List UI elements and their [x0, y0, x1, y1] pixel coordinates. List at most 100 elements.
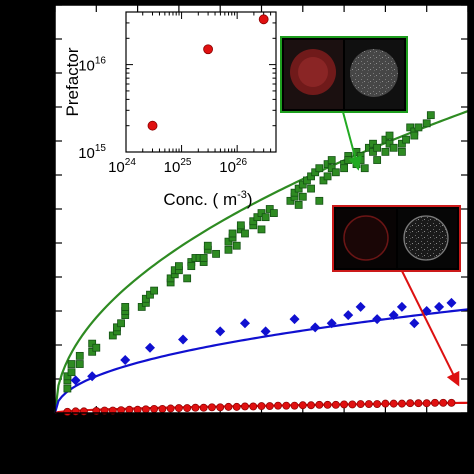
inset-x-label: Conc. ( m-3) — [163, 189, 252, 209]
green-square-point — [199, 254, 208, 262]
green-square-point — [398, 139, 406, 148]
green-square-point — [67, 360, 76, 368]
green-square-point — [290, 188, 299, 197]
green-square-point — [406, 123, 415, 132]
red-circle-point — [340, 400, 349, 409]
micrograph-red-disc-core — [298, 57, 328, 87]
blue-diamond-point — [446, 297, 457, 308]
green-square-point — [340, 164, 349, 173]
green-square-point — [398, 147, 406, 156]
green-square-point — [315, 196, 324, 205]
blue-diamond-point — [87, 371, 98, 382]
red-circle-point — [257, 402, 266, 411]
red-circle-point — [63, 407, 72, 416]
red-circle-point — [282, 401, 291, 410]
micrograph-gray-disc — [350, 49, 398, 97]
green-square-point — [63, 372, 72, 381]
green-square-point — [381, 147, 390, 156]
micrograph-speckle-disc — [403, 215, 449, 261]
red-circle-point — [364, 400, 373, 408]
inset-x-label-prefix: Conc. ( m — [163, 190, 237, 209]
blue-diamond-point — [355, 301, 366, 312]
green-square-point — [373, 156, 382, 164]
green-square-point — [373, 143, 382, 152]
green-square-point — [121, 303, 130, 311]
red-circle-point — [406, 399, 415, 408]
green-square-point — [88, 347, 97, 356]
blue-diamond-point — [178, 334, 189, 345]
arrow-green — [342, 111, 362, 171]
arrow-red — [401, 270, 460, 387]
green-square-point — [269, 209, 278, 217]
red-circle-point — [381, 399, 390, 408]
red-circle-point — [158, 404, 167, 413]
red-circle-point — [216, 403, 225, 412]
green-square-point — [422, 119, 431, 128]
green-square-point — [212, 249, 220, 258]
red-circle-point — [141, 405, 150, 414]
micrograph-panel-red — [332, 205, 461, 272]
green-square-point — [402, 135, 410, 144]
inset-axis-ticks: 1024 1025 1026 1015 1016 — [78, 11, 277, 176]
green-square-point — [298, 192, 307, 201]
green-square-point — [369, 139, 377, 148]
green-square-point — [369, 147, 377, 156]
green-square-point — [381, 135, 390, 144]
green-square-point — [224, 245, 233, 254]
red-circle-point — [348, 400, 357, 409]
green-square-point — [360, 164, 369, 173]
inset-y-tick-label: 1015 — [78, 143, 106, 162]
green-square-point — [224, 237, 233, 246]
green-square-point — [389, 143, 398, 152]
green-square-point — [137, 303, 146, 311]
green-square-point — [298, 180, 307, 189]
green-square-point — [261, 213, 270, 222]
red-circle-point — [397, 399, 406, 408]
red-circle-point — [431, 398, 439, 407]
green-square-point — [307, 184, 315, 193]
blue-diamond-point — [289, 314, 300, 325]
green-square-point — [265, 205, 274, 213]
inset-x-label-suffix: ) — [247, 190, 253, 209]
red-circle-point — [331, 400, 340, 409]
green-square-point — [426, 111, 435, 120]
green-square-point — [319, 176, 328, 185]
blue-diamond-point — [215, 326, 226, 337]
red-circle-point — [191, 403, 200, 412]
inset-point — [258, 14, 269, 25]
red-circle-point — [422, 399, 431, 408]
red-circle-point — [447, 398, 456, 407]
green-square-point — [356, 156, 365, 164]
inset-point — [147, 120, 158, 131]
green-square-point — [331, 168, 340, 177]
blue-diamond-point — [70, 375, 81, 386]
green-square-point — [253, 213, 262, 222]
green-square-point — [203, 241, 212, 250]
blue-diamond-point — [144, 342, 155, 353]
inset-x-tick-label: 1026 — [219, 157, 247, 176]
green-square-point — [183, 274, 192, 283]
red-circle-point — [290, 401, 299, 410]
green-square-point — [364, 143, 373, 152]
red-circle-point — [79, 407, 88, 416]
green-square-point — [286, 196, 295, 205]
main-plot-frame — [54, 4, 469, 414]
red-circle-point — [249, 402, 258, 411]
green-square-point — [236, 221, 245, 230]
green-square-point — [141, 294, 150, 303]
red-circle-point — [414, 399, 423, 408]
green-square-point — [323, 172, 332, 181]
inset-plot-area — [125, 11, 277, 153]
red-circle-point — [224, 402, 233, 411]
blue-diamond-point — [388, 310, 399, 321]
green-square-point — [327, 164, 336, 173]
green-square-point — [75, 360, 84, 368]
red-circle-point — [174, 404, 183, 413]
blue-diamond-point — [343, 310, 354, 321]
green-square-point — [249, 217, 258, 226]
red-circle-point — [323, 400, 332, 409]
green-square-point — [410, 131, 419, 140]
main-data-points — [63, 111, 457, 416]
green-square-point — [174, 262, 183, 271]
red-circle-point — [71, 407, 80, 416]
